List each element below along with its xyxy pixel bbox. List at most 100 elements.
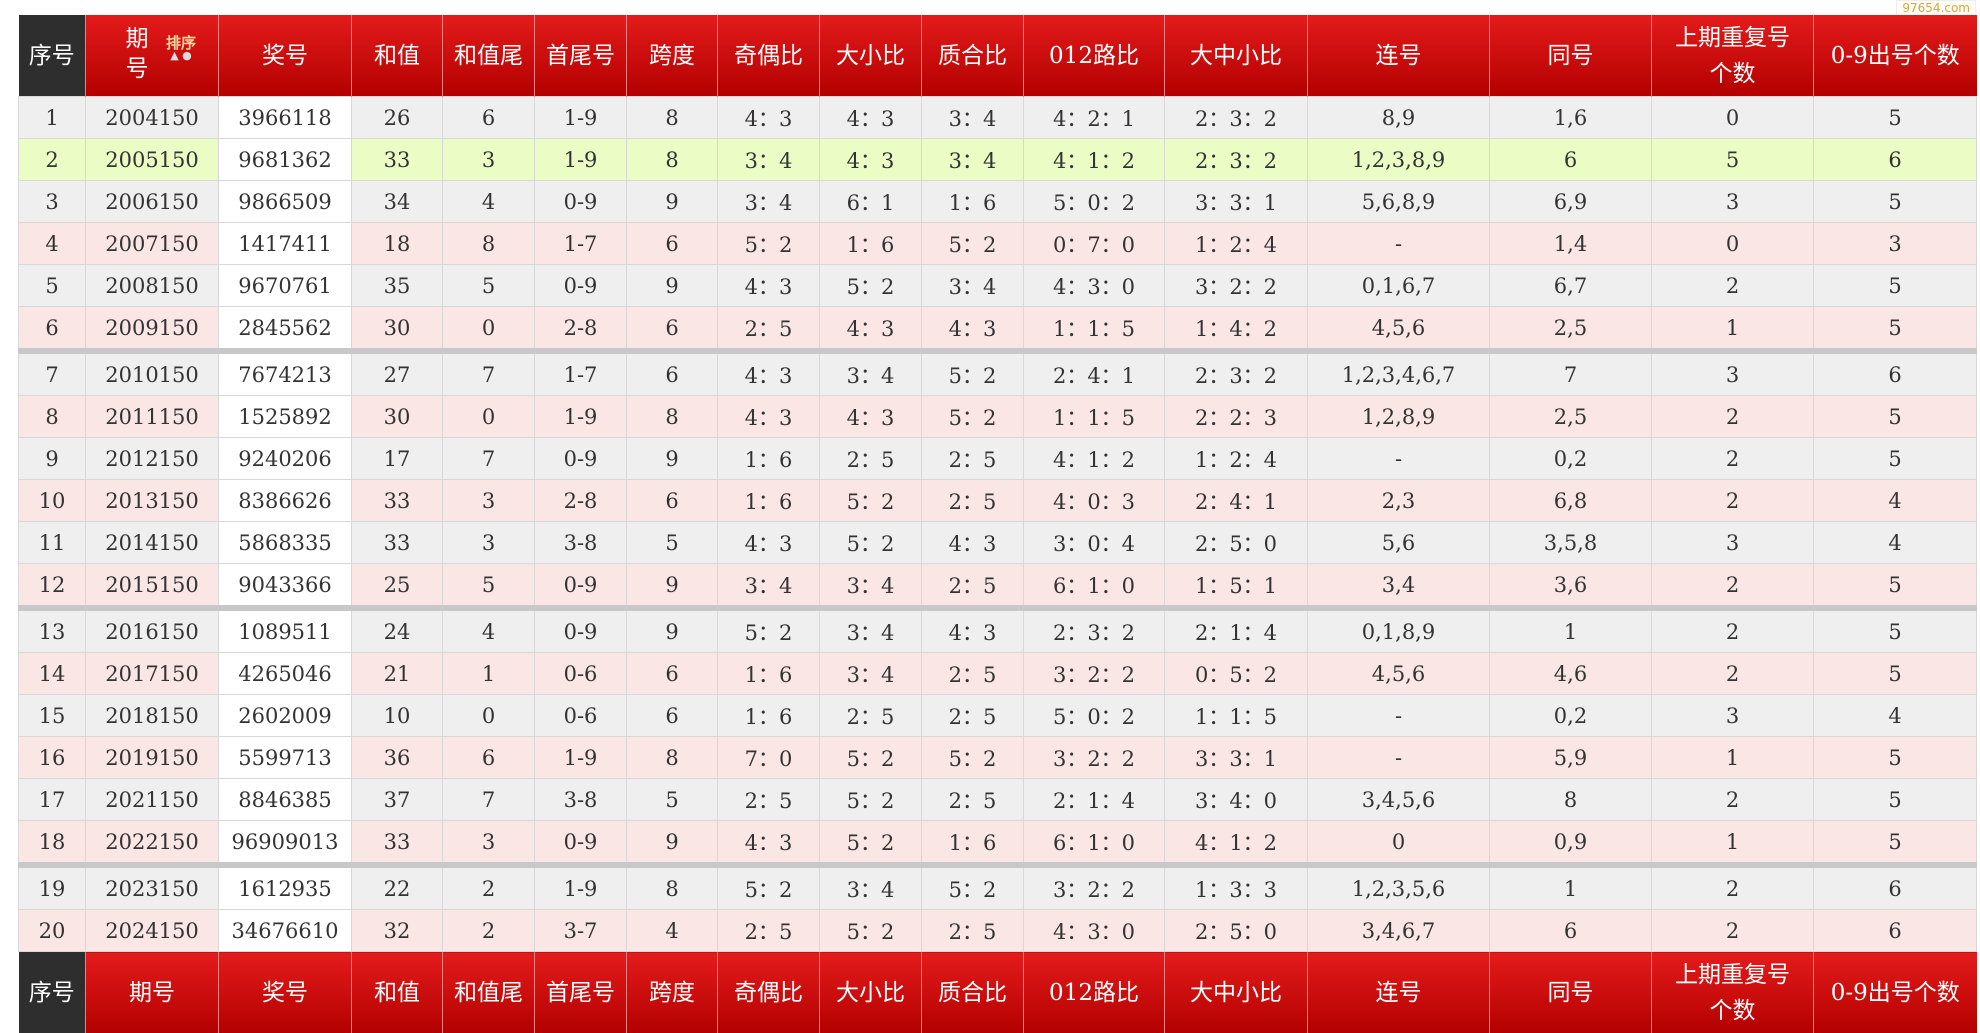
table-cell: 6: [443, 737, 535, 779]
table-cell: 6: [1814, 139, 1977, 181]
table-cell: 2: [19, 139, 86, 181]
table-cell: 3,4,6,7: [1308, 910, 1490, 952]
table-cell: 6: [627, 695, 718, 737]
table-cell: 4：1：2: [1024, 438, 1165, 480]
table-cell: 20: [19, 910, 86, 952]
table-cell: 9: [627, 564, 718, 609]
table-cell: 4,6: [1490, 653, 1652, 695]
table-cell: 11: [19, 522, 86, 564]
table-cell: 4: [1814, 480, 1977, 522]
table-cell: 5: [1814, 396, 1977, 438]
table-cell: 3：4: [820, 653, 922, 695]
table-cell: 3-8: [535, 779, 627, 821]
table-cell: 2009150: [86, 307, 219, 352]
table-cell: 5: [443, 564, 535, 609]
table-cell: 5: [627, 779, 718, 821]
table-cell: 3: [1652, 181, 1814, 223]
table-cell: 96909013: [219, 821, 352, 866]
table-cell: 4：3: [922, 522, 1024, 564]
table-cell: 4：3：0: [1024, 910, 1165, 952]
table-cell: 5：2: [820, 522, 922, 564]
table-cell: 1：2：4: [1165, 223, 1308, 265]
header-cell: 奇偶比: [718, 15, 820, 97]
sort-arrows: ▲ ●: [166, 51, 196, 61]
table-cell: 5：2: [820, 480, 922, 522]
table-cell: 5：2: [820, 821, 922, 866]
table-cell: 2：1：4: [1165, 608, 1308, 653]
table-cell: 1417411: [219, 223, 352, 265]
table-cell: 2018150: [86, 695, 219, 737]
table-cell: 2：5: [922, 564, 1024, 609]
watermark: 97654.com: [1896, 0, 1976, 16]
table-cell: 2-8: [535, 307, 627, 352]
table-cell: 34: [352, 181, 443, 223]
table-cell: 1：5：1: [1165, 564, 1308, 609]
table-cell: 2845562: [219, 307, 352, 352]
table-cell: 3：4：0: [1165, 779, 1308, 821]
table-cell: 2: [443, 865, 535, 910]
table-cell: 4：3: [922, 307, 1024, 352]
table-cell: 6,8: [1490, 480, 1652, 522]
table-cell: 1,6: [1490, 97, 1652, 139]
header-cell: 上期重复号个数: [1652, 952, 1814, 1033]
table-cell: 2: [1652, 865, 1814, 910]
table-cell: 8: [1490, 779, 1652, 821]
table-cell: 5：2: [922, 396, 1024, 438]
table-cell: 3：2：2: [1024, 737, 1165, 779]
table-cell: 3：4: [718, 139, 820, 181]
table-cell: 2：3：2: [1024, 608, 1165, 653]
header-cell: 奖号: [219, 15, 352, 97]
table-cell: 6,7: [1490, 265, 1652, 307]
table-cell: 4: [443, 608, 535, 653]
header-cell: 质合比: [922, 952, 1024, 1033]
table-cell: 2016150: [86, 608, 219, 653]
table-cell: 2：5: [922, 438, 1024, 480]
table-cell: 6: [443, 97, 535, 139]
table-cell: 9: [627, 181, 718, 223]
header-cell: 和值: [352, 15, 443, 97]
table-cell: 27: [352, 351, 443, 396]
table-cell: 5: [1814, 821, 1977, 866]
table-cell: 26: [352, 97, 443, 139]
table-cell: -: [1308, 737, 1490, 779]
table-cell: 24: [352, 608, 443, 653]
table-cell: 5：2: [718, 223, 820, 265]
table-cell: 1612935: [219, 865, 352, 910]
table-cell: 33: [352, 522, 443, 564]
table-cell: 7: [19, 351, 86, 396]
table-cell: 2：4：1: [1024, 351, 1165, 396]
table-cell: 5: [1814, 737, 1977, 779]
table-cell: 2,5: [1490, 307, 1652, 352]
table-cell: 4：3: [922, 608, 1024, 653]
table-cell: 2：2：3: [1165, 396, 1308, 438]
table-cell: 0: [443, 396, 535, 438]
table-cell: 6: [1814, 910, 1977, 952]
table-cell: 1,2,3,5,6: [1308, 865, 1490, 910]
table-cell: 7: [443, 779, 535, 821]
header-cell: 序号: [19, 15, 86, 97]
table-cell: 2: [1652, 265, 1814, 307]
table-cell: 1：6: [820, 223, 922, 265]
header-cell: 跨度: [627, 15, 718, 97]
header-cell: 和值尾: [443, 952, 535, 1033]
sort-control[interactable]: 排序▲ ●: [166, 35, 196, 61]
header-text: 期号: [125, 24, 149, 84]
table-cell: 4: [627, 910, 718, 952]
table-cell: 5,6,8,9: [1308, 181, 1490, 223]
table-cell: 4：0：3: [1024, 480, 1165, 522]
table-cell: 7: [443, 438, 535, 480]
table-cell: 5：2: [922, 223, 1024, 265]
table-cell: 4：3: [820, 97, 922, 139]
table-cell: 8: [19, 396, 86, 438]
table-cell: 3: [443, 139, 535, 181]
table-cell: 3,5,8: [1490, 522, 1652, 564]
table-cell: 0,2: [1490, 438, 1652, 480]
